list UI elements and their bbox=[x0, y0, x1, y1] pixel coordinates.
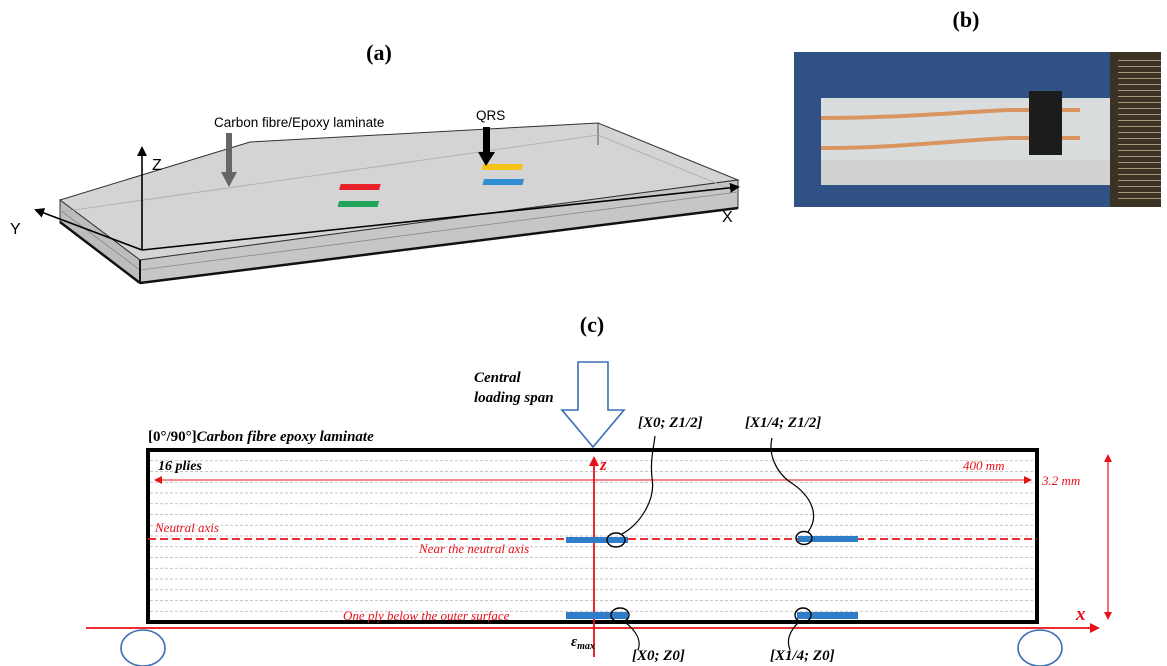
laminate-pointer-arrow bbox=[221, 133, 237, 187]
qrs-label: QRS bbox=[476, 108, 505, 123]
green-sensor-strip bbox=[337, 201, 380, 207]
axis-y-label: Y bbox=[10, 221, 21, 238]
panel-b: (b) bbox=[794, 7, 1161, 207]
axis-z-label-c: z bbox=[599, 455, 607, 474]
leader-xquarter-bottom bbox=[787, 620, 801, 651]
photo-ruler-ticks bbox=[1118, 56, 1161, 204]
axis-x-label-c: x bbox=[1075, 604, 1086, 625]
thickness-label: 3.2 mm bbox=[1041, 473, 1080, 488]
panel-a: (a) Z Y X bbox=[10, 40, 740, 285]
panel-b-label: (b) bbox=[953, 7, 980, 32]
ply-lines bbox=[150, 460, 1035, 612]
panel-c: (c) [0°/90°]Carbon fibre epoxy laminate … bbox=[86, 312, 1112, 666]
sensor-marker-xquarter-bottom bbox=[794, 607, 812, 623]
below-surface-label: One ply below the outer surface bbox=[343, 608, 510, 623]
leader-x0-bottom bbox=[624, 621, 640, 651]
plies-label: 16 plies bbox=[158, 459, 202, 474]
sensor-xquarter-mid bbox=[798, 536, 858, 542]
yellow-sensor-strip bbox=[481, 164, 524, 170]
sensor-marker-x0-bottom bbox=[610, 607, 630, 623]
axis-x-arrow bbox=[141, 182, 740, 251]
panel-a-label-text: (a) bbox=[366, 40, 392, 65]
left-support-roller bbox=[120, 629, 166, 666]
laminate-section-title: [0°/90°]Carbon fibre epoxy laminate bbox=[148, 429, 374, 445]
leader-xquarter-mid bbox=[770, 437, 815, 533]
near-neutral-label: Near the neutral axis bbox=[418, 541, 529, 556]
laminate-mid-line-front bbox=[139, 191, 739, 271]
sensor-label-x0-bottom: [X0; Z0] bbox=[632, 648, 685, 664]
central-loading-label-line2: loading span bbox=[474, 390, 554, 406]
laminate-section-outline bbox=[146, 448, 1039, 624]
laminate-title-material: Carbon fibre epoxy laminate bbox=[197, 429, 374, 445]
epsilon-max-label: εmax bbox=[571, 634, 595, 652]
photo-wire-upper bbox=[820, 108, 1080, 120]
qrs-pointer-arrow bbox=[478, 127, 495, 166]
epsilon-symbol: ε bbox=[571, 634, 578, 650]
blue-sensor-strip bbox=[482, 179, 525, 185]
right-support-roller bbox=[1017, 629, 1063, 666]
laminate-title-layup: [0°/90°] bbox=[148, 429, 197, 445]
laminate-label: Carbon fibre/Epoxy laminate bbox=[214, 115, 384, 130]
photo-specimen-shade bbox=[821, 160, 1121, 185]
epsilon-subscript: max bbox=[577, 641, 595, 652]
laminate-mid-line-left bbox=[59, 209, 141, 271]
photo-wire-lower bbox=[820, 136, 1080, 150]
laminate-mid-right bbox=[597, 134, 739, 193]
sensor-label-x0-mid: [X0; Z1/2] bbox=[638, 415, 703, 431]
axis-y-arrow bbox=[34, 208, 143, 251]
sensor-x0-mid bbox=[566, 537, 628, 543]
sensor-marker-x0-mid bbox=[606, 532, 626, 548]
red-sensor-strip bbox=[339, 184, 381, 190]
length-label: 400 mm bbox=[963, 458, 1005, 473]
leader-x0-mid bbox=[621, 435, 656, 535]
axis-z-label: Z bbox=[152, 157, 162, 174]
axis-x-label: X bbox=[722, 209, 733, 226]
central-loading-arrow bbox=[560, 361, 626, 449]
neutral-axis-label: Neutral axis bbox=[154, 520, 219, 535]
sensor-xquarter-bottom bbox=[797, 612, 858, 619]
sensor-label-xquarter-mid: [X1/4; Z1/2] bbox=[745, 415, 821, 431]
laminate-3d-box bbox=[58, 122, 740, 285]
panel-c-label: (c) bbox=[580, 312, 604, 337]
sensor-label-xquarter-bottom: [X1/4; Z0] bbox=[770, 648, 835, 664]
laminate-bottom-edge-left bbox=[59, 221, 141, 284]
sensor-marker-xquarter-mid bbox=[795, 530, 813, 546]
laminate-bottom-edge-front bbox=[139, 206, 739, 285]
laminate-mid-top bbox=[59, 134, 599, 213]
specimen-photo bbox=[794, 52, 1161, 207]
central-loading-label-line1: Central bbox=[474, 370, 522, 386]
sensor-x0-bottom bbox=[566, 612, 628, 619]
photo-sensor-block bbox=[1029, 91, 1062, 155]
